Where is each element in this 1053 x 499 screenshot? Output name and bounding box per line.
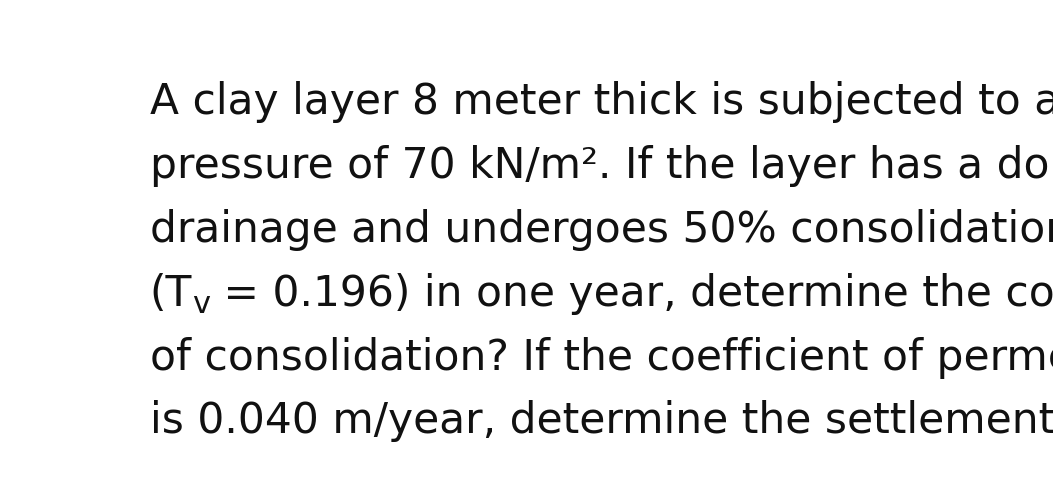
Text: drainage and undergoes 50% consolidation: drainage and undergoes 50% consolidation — [150, 209, 1053, 251]
Text: = 0.196) in one year, determine the coefficient: = 0.196) in one year, determine the coef… — [210, 273, 1053, 315]
Text: v: v — [192, 290, 210, 319]
Text: pressure of 70 kN/m². If the layer has a double: pressure of 70 kN/m². If the layer has a… — [150, 145, 1053, 187]
Text: (T: (T — [150, 273, 192, 315]
Text: A clay layer 8 meter thick is subjected to a: A clay layer 8 meter thick is subjected … — [150, 81, 1053, 123]
Text: of consolidation? If the coefficient of permeability: of consolidation? If the coefficient of … — [150, 336, 1053, 379]
Text: is 0.040 m/year, determine the settlement in one: is 0.040 m/year, determine the settlemen… — [150, 400, 1053, 442]
